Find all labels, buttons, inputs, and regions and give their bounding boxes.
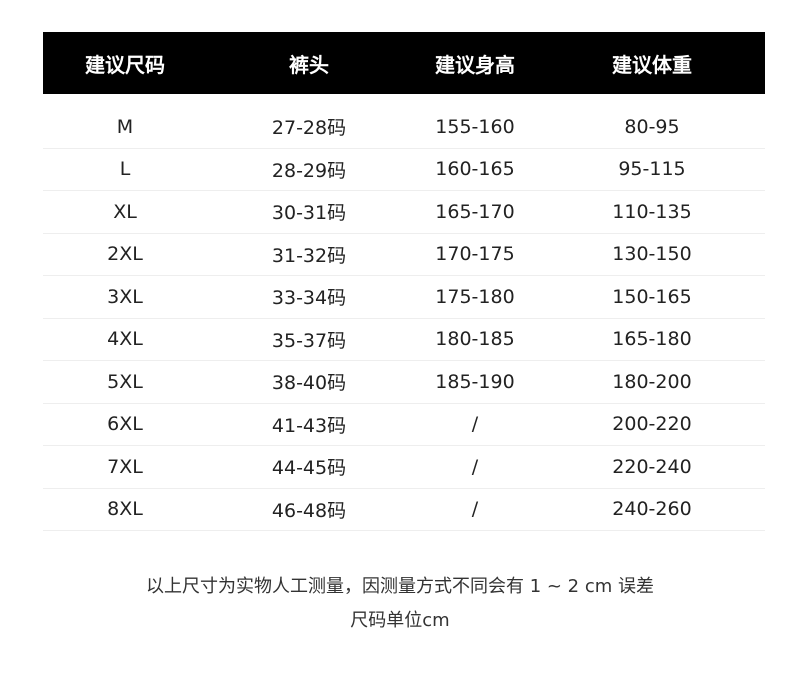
- cell-weight: 220-240: [612, 455, 692, 478]
- cell-size: XL: [113, 200, 137, 223]
- header-waist: 裤头: [289, 52, 329, 77]
- cell-weight: 80-95: [624, 115, 680, 138]
- cell-height: 165-170: [435, 200, 515, 223]
- cell-waist: 38-40码: [271, 372, 347, 395]
- cell-waist: 44-45码: [271, 457, 347, 480]
- cell-height: 160-165: [435, 158, 515, 181]
- cell-size: 7XL: [107, 455, 143, 478]
- cell-weight: 240-260: [612, 498, 692, 521]
- measurement-note: 以上尺寸为实物人工测量，因测量方式不同会有 1 ~ 2 cm 误差: [145, 576, 655, 597]
- cell-size: 2XL: [107, 243, 143, 266]
- table-row: 5XL 38-40码 185-190 180-200: [43, 361, 765, 404]
- cell-size: 4XL: [107, 328, 143, 351]
- cell-waist: 31-32码: [271, 244, 347, 267]
- cell-size: 8XL: [107, 498, 143, 521]
- cell-waist: 28-29码: [271, 159, 347, 182]
- cell-size: 6XL: [107, 413, 143, 436]
- cell-weight: 180-200: [612, 370, 692, 393]
- header-size: 建议尺码: [85, 52, 165, 77]
- cell-weight: 165-180: [612, 328, 692, 351]
- table-header: 建议尺码 裤头 建议身高 建议体重: [43, 32, 765, 94]
- unit-note: 尺码单位cm: [350, 610, 450, 631]
- cell-waist: 41-43码: [271, 414, 347, 437]
- cell-height: 175-180: [435, 285, 515, 308]
- cell-height: 180-185: [435, 328, 515, 351]
- cell-size: M: [116, 115, 134, 138]
- table-row: 7XL 44-45码 / 220-240: [43, 446, 765, 489]
- cell-weight: 200-220: [612, 413, 692, 436]
- cell-waist: 35-37码: [271, 329, 347, 352]
- table-row: L 28-29码 160-165 95-115: [43, 149, 765, 191]
- table-row: 4XL 35-37码 180-185 165-180: [43, 319, 765, 361]
- table-row: M 27-28码 155-160 80-95: [43, 106, 765, 149]
- table-body: M 27-28码 155-160 80-95 L 28-29码 160-165 95-115 X…: [43, 106, 765, 531]
- cell-height: 185-190: [435, 370, 515, 393]
- cell-weight: 110-135: [612, 200, 692, 223]
- cell-weight: 130-150: [612, 243, 692, 266]
- size-chart-table: 建议尺码 裤头 建议身高 建议体重 M 27-28码 155-160 80-95 L 28…: [43, 32, 765, 531]
- table-row: 6XL 41-43码 / 200-220: [43, 404, 765, 446]
- cell-height: /: [471, 455, 479, 478]
- cell-height: 155-160: [435, 115, 515, 138]
- cell-weight: 95-115: [618, 158, 686, 181]
- cell-waist: 30-31码: [271, 202, 347, 225]
- cell-weight: 150-165: [612, 285, 692, 308]
- header-weight: 建议体重: [612, 52, 692, 77]
- table-row: 8XL 46-48码 / 240-260: [43, 489, 765, 531]
- table-row: 3XL 33-34码 175-180 150-165: [43, 276, 765, 319]
- cell-size: L: [119, 158, 131, 181]
- table-row: 2XL 31-32码 170-175 130-150: [43, 234, 765, 276]
- cell-waist: 27-28码: [271, 117, 347, 140]
- table-row: XL 30-31码 165-170 110-135: [43, 191, 765, 234]
- header-height: 建议身高: [435, 52, 515, 77]
- cell-height: 170-175: [435, 243, 515, 266]
- cell-size: 3XL: [107, 285, 143, 308]
- cell-waist: 33-34码: [271, 287, 347, 310]
- cell-size: 5XL: [107, 370, 143, 393]
- cell-height: /: [471, 413, 479, 436]
- cell-waist: 46-48码: [271, 499, 347, 522]
- cell-height: /: [471, 498, 479, 521]
